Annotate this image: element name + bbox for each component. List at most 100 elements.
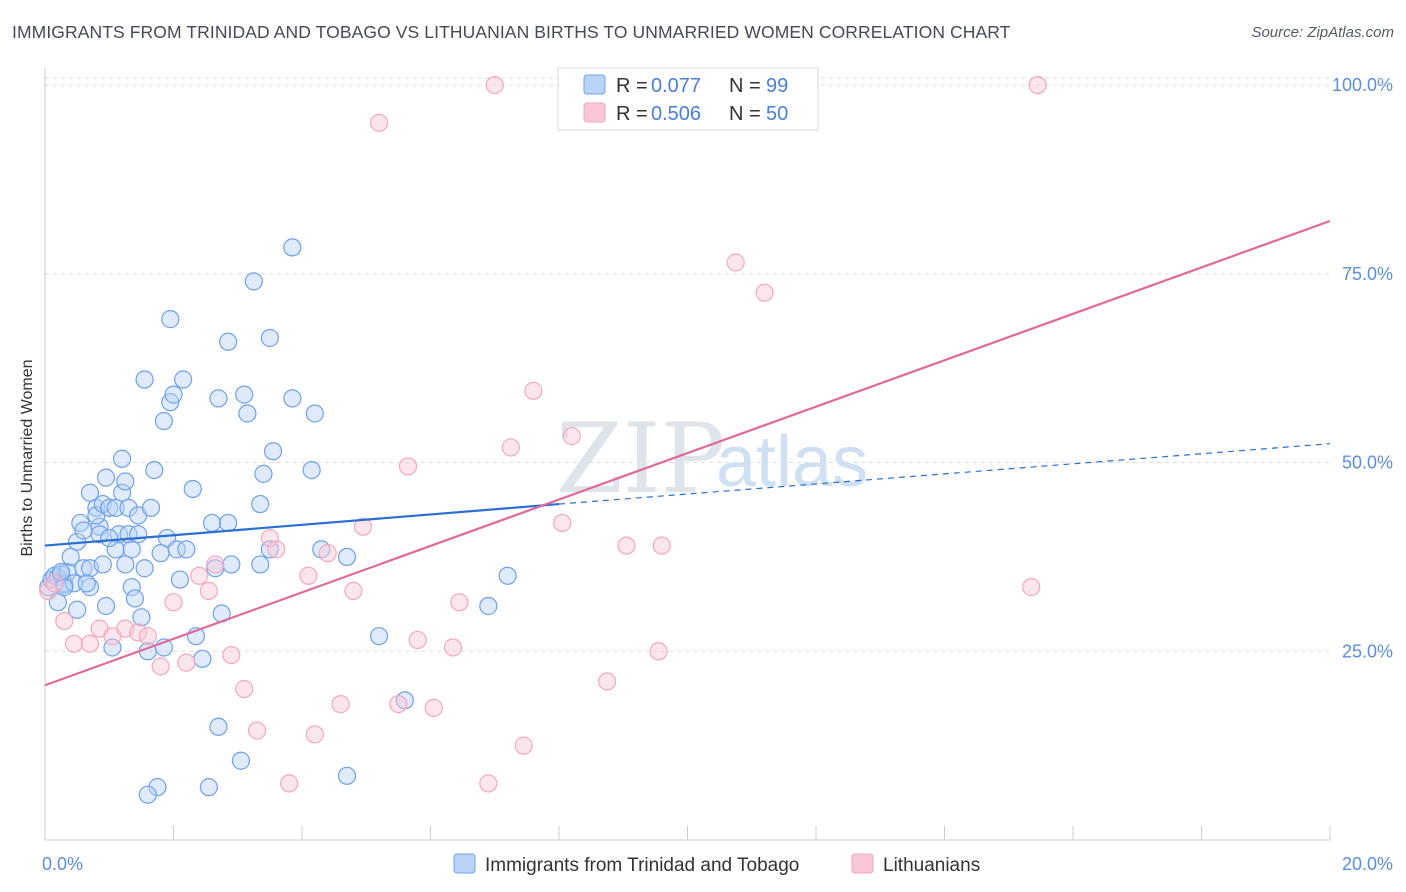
- trinidad-point-35: [119, 498, 138, 517]
- bottom-legend: Immigrants from Trinidad and Tobago Lith…: [453, 853, 980, 876]
- lithuanian-point-1: [45, 574, 64, 593]
- trinidad-point-27: [100, 498, 119, 517]
- lithuanian-point-21: [280, 774, 299, 793]
- trinidad-point-58: [174, 370, 193, 389]
- lithuanian-point-28: [370, 113, 389, 132]
- trinidad-point-85: [337, 547, 357, 567]
- series-trinidad-points: [39, 238, 517, 804]
- lithuanian-point-30: [398, 457, 418, 476]
- lithuanian-point-14: [199, 581, 218, 600]
- trinidad-point-69: [222, 555, 241, 574]
- lithuanian-point-40: [553, 513, 572, 533]
- legend-r-value-0: 0.077: [651, 75, 701, 97]
- lithuanian-point-18: [247, 721, 267, 740]
- bottom-legend-swatch-trinidad: [453, 853, 476, 874]
- legend-swatch-lithuanian: [583, 102, 606, 123]
- lithuanian-point-46: [726, 253, 745, 272]
- lithuanian-point-24: [318, 544, 337, 563]
- legend-swatch-trinidad: [583, 74, 606, 95]
- trinidad-point-67: [219, 513, 238, 533]
- y-tick-label-2: 75.0%: [1342, 264, 1393, 284]
- lithuanian-point-33: [443, 638, 463, 657]
- trinidad-point-47: [145, 460, 164, 480]
- trinidad-point-11: [68, 600, 87, 619]
- trinidad-point-61: [193, 649, 212, 668]
- lithuanian-point-15: [206, 555, 225, 574]
- trinidad-point-87: [370, 627, 389, 646]
- lithuanian-point-16: [222, 645, 241, 665]
- top-legend: R = 0.077 N = 99 R = 0.506 N = 50: [557, 67, 819, 131]
- series-lithuanian-points: [39, 75, 1047, 793]
- x-tick-label-0: 0.0%: [42, 854, 83, 874]
- bottom-legend-label-lithuanian: Lithuanians: [883, 855, 980, 876]
- lithuanian-point-37: [501, 438, 520, 457]
- trinidad-point-74: [251, 494, 270, 514]
- trinidad-point-15: [74, 559, 93, 578]
- trinidad-point-44: [135, 559, 154, 578]
- trinidad-point-33: [112, 449, 132, 468]
- legend-r-value-1: 0.506: [651, 103, 701, 125]
- trinidad-point-94: [51, 562, 71, 582]
- trinidad-point-93: [77, 574, 96, 593]
- trinidad-point-38: [122, 540, 141, 559]
- trinidad-point-91: [138, 785, 157, 804]
- trinidad-point-14: [74, 521, 93, 540]
- watermark-atlas: atlas: [716, 422, 868, 502]
- trinidad-point-81: [283, 238, 302, 257]
- trinidad-point-68: [219, 332, 238, 351]
- lithuanian-point-3: [64, 634, 84, 653]
- lithuanian-point-12: [177, 653, 196, 672]
- y-tick-label-3: 100.0%: [1332, 75, 1393, 95]
- lithuanian-point-11: [164, 593, 183, 612]
- bottom-legend-label-trinidad: Immigrants from Trinidad and Tobago: [485, 855, 799, 876]
- trinidad-point-73: [244, 272, 263, 291]
- trinidad-point-9: [61, 547, 80, 567]
- trinidad-point-77: [260, 328, 279, 348]
- trend-line-trinidad-extension: [558, 443, 1331, 505]
- lithuanian-point-23: [305, 725, 324, 744]
- lithuanian-point-35: [479, 774, 498, 793]
- trinidad-point-71: [235, 385, 254, 404]
- trinidad-point-86: [337, 766, 357, 785]
- x-tick-labels: 0.0% 20.0%: [42, 854, 1393, 874]
- trinidad-point-59: [183, 479, 202, 499]
- trinidad-point-57: [170, 570, 190, 589]
- trinidad-point-64: [209, 389, 228, 408]
- lithuanian-point-13: [190, 566, 209, 585]
- legend-r-label-0: R =: [616, 75, 648, 97]
- x-tick-label-1: 20.0%: [1342, 854, 1393, 874]
- chart-title: IMMIGRANTS FROM TRINIDAD AND TOBAGO VS L…: [12, 22, 1011, 42]
- lithuanian-point-43: [617, 536, 636, 555]
- lithuanian-point-42: [598, 672, 617, 691]
- trinidad-point-65: [209, 717, 228, 736]
- lithuanian-point-44: [649, 642, 668, 661]
- lithuanian-point-49: [1022, 578, 1041, 597]
- trinidad-point-42: [132, 608, 151, 627]
- lithuanian-point-50: [1028, 75, 1047, 95]
- trinidad-point-21: [90, 525, 109, 544]
- trinidad-point-90: [498, 566, 517, 585]
- trinidad-point-79: [263, 442, 283, 461]
- lithuanian-point-19: [260, 528, 279, 548]
- trinidad-point-34: [116, 472, 135, 491]
- axes: [44, 68, 1331, 841]
- legend-r-label-1: R =: [616, 103, 648, 125]
- source-credit: Source: ZipAtlas.com: [1251, 24, 1394, 41]
- legend-n-label-1: N =: [729, 103, 761, 125]
- trinidad-point-82: [302, 460, 321, 480]
- trinidad-point-53: [161, 310, 180, 329]
- trinidad-point-76: [254, 464, 273, 483]
- trinidad-point-30: [106, 498, 125, 517]
- lithuanian-point-47: [755, 283, 774, 302]
- watermark-zip: ZIP: [556, 403, 725, 515]
- trinidad-point-96: [116, 555, 135, 574]
- trinidad-point-63: [202, 513, 222, 533]
- y-tick-labels: 25.0% 50.0% 75.0% 100.0%: [1332, 75, 1393, 661]
- y-axis-title: Births to Unmarried Women: [19, 359, 36, 556]
- trinidad-point-62: [199, 778, 218, 797]
- legend-n-label-0: N =: [729, 75, 761, 97]
- trinidad-point-26: [96, 596, 116, 616]
- watermark: ZIP atlas: [556, 403, 868, 515]
- trinidad-point-83: [305, 404, 324, 423]
- lithuanian-point-4: [80, 634, 100, 653]
